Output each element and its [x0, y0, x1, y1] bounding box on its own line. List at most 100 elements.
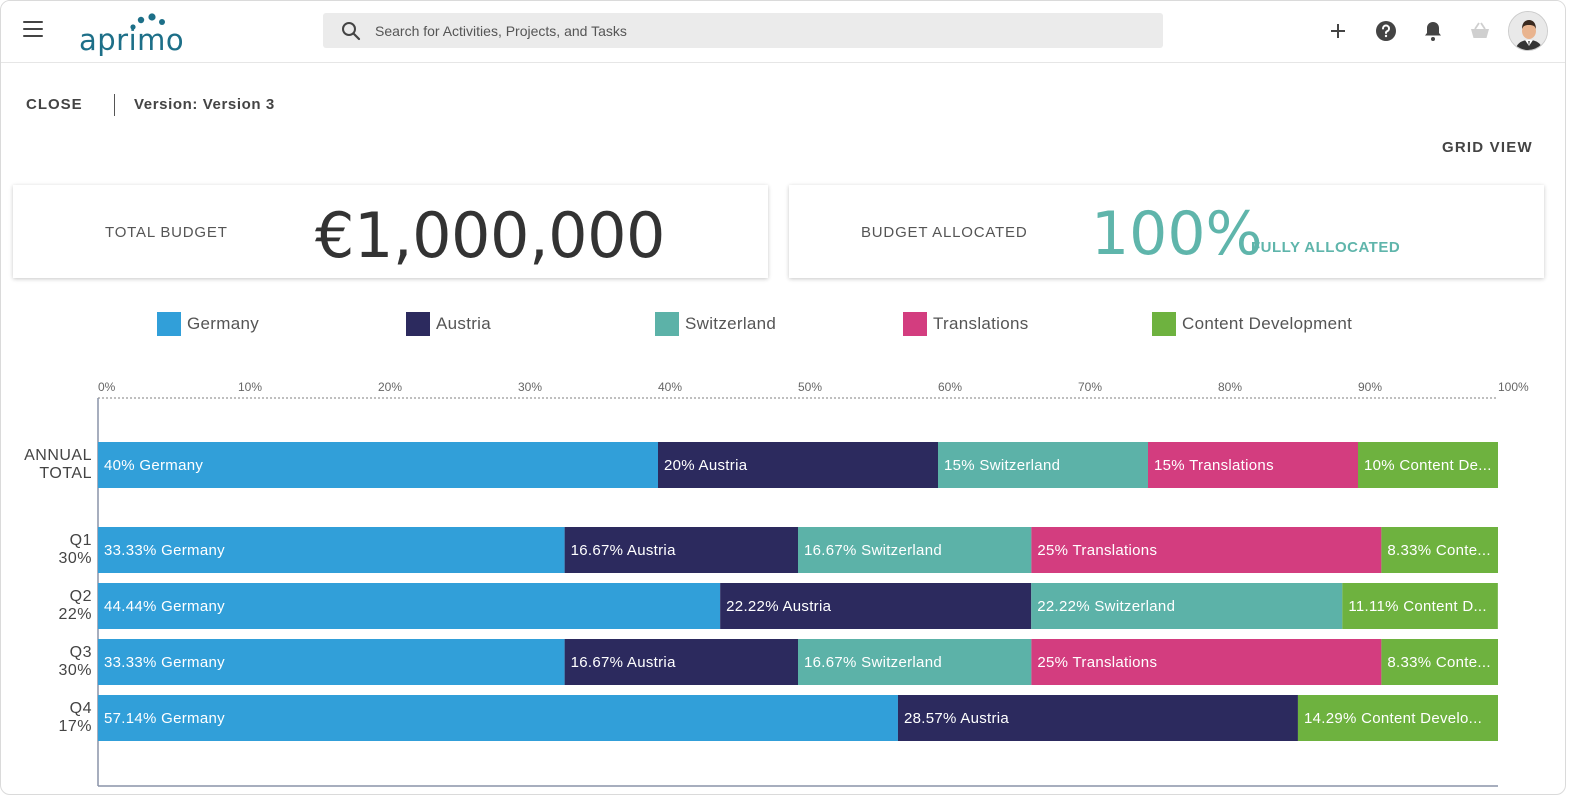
bar-label: 8.33% Conte... [1387, 654, 1490, 671]
help-icon[interactable] [1374, 19, 1398, 43]
search-icon [342, 22, 361, 41]
bar-segment [720, 583, 1032, 629]
row-label: Q2 [70, 588, 92, 605]
x-tick-label: 60% [938, 380, 962, 394]
total-budget-label: TOTAL BUDGET [105, 224, 228, 241]
bar-segment [938, 442, 1148, 488]
bar-segment [1148, 442, 1358, 488]
avatar-portrait-icon [1509, 12, 1547, 50]
x-tick-label: 0% [98, 380, 116, 394]
bar-segment [1031, 583, 1343, 629]
notification-bell-icon[interactable] [1421, 19, 1445, 43]
x-tick-label: 30% [518, 380, 542, 394]
bar-label: 28.57% Austria [904, 710, 1009, 727]
bar-segment [98, 639, 565, 685]
budget-allocation-chart: 0% 10% 20% 30% 40% 50% 60% 70% 80% 90% 100% ANNUALT… [24, 380, 1529, 787]
hamburger-menu-icon[interactable] [23, 21, 47, 41]
bar-label: 15% Translations [1154, 457, 1274, 474]
bar-segment [1381, 639, 1498, 685]
bar-segment [1342, 583, 1498, 629]
x-tick-label: 90% [1358, 380, 1382, 394]
bar-label: 25% Translations [1037, 654, 1157, 671]
user-avatar[interactable] [1508, 11, 1548, 51]
grid-view-button[interactable]: GRID VIEW [1442, 139, 1533, 156]
bar-segment [798, 639, 1032, 685]
bar-label: 57.14% Germany [104, 710, 225, 727]
bar-segment [1381, 527, 1498, 573]
legend-swatch [157, 312, 181, 336]
top-bar: aprimo [1, 1, 1565, 63]
x-tick-label: 10% [238, 380, 262, 394]
bar-segment [1031, 639, 1382, 685]
row-label: Q4 [70, 700, 92, 717]
legend-label: Translations [933, 314, 1029, 333]
legend-swatch [406, 312, 430, 336]
row-label: Q3 [70, 644, 92, 661]
version-label: Version: Version 3 [134, 96, 275, 113]
bar-label: 20% Austria [664, 457, 748, 474]
row-label: 22% [58, 606, 92, 623]
bar-segment [564, 639, 798, 685]
bar-segment [897, 695, 1298, 741]
bar-label: 44.44% Germany [104, 598, 225, 615]
bar-label: 33.33% Germany [104, 654, 225, 671]
bar-label: 14.29% Content Develo... [1304, 710, 1482, 727]
x-tick-label: 100% [1498, 380, 1529, 394]
logo-text: aprimo [79, 23, 185, 57]
legend-label: Germany [187, 314, 260, 333]
legend-label: Austria [436, 314, 492, 333]
app-window: aprimo [0, 0, 1566, 795]
bar-segment [658, 442, 938, 488]
total-budget-value: €1,000,000 [315, 199, 666, 272]
close-button[interactable]: CLOSE [26, 96, 83, 113]
bar-segment [798, 527, 1032, 573]
bar-label: 16.67% Austria [571, 654, 676, 671]
bar-segment [98, 442, 658, 488]
bar-label: 25% Translations [1037, 542, 1157, 559]
search-input[interactable] [375, 13, 1135, 48]
budget-allocated-card: BUDGET ALLOCATED 100% FULLY ALLOCATED [789, 185, 1544, 278]
legend-swatch [655, 312, 679, 336]
bar-label: 10% Content De... [1364, 457, 1492, 474]
bar-label: 16.67% Switzerland [804, 654, 942, 671]
legend-swatch [903, 312, 927, 336]
bar-label: 15% Switzerland [944, 457, 1060, 474]
legend-label: Content Development [1182, 314, 1353, 333]
x-tick-label: 20% [378, 380, 402, 394]
bar-label: 22.22% Austria [726, 598, 831, 615]
bar-segment [1358, 442, 1498, 488]
x-tick-label: 50% [798, 380, 822, 394]
bar-segment [98, 583, 721, 629]
row-label: ANNUAL [24, 447, 92, 464]
bar-label: 16.67% Switzerland [804, 542, 942, 559]
bar-label: 22.22% Switzerland [1037, 598, 1175, 615]
aprimo-logo[interactable]: aprimo [79, 11, 184, 57]
legend-label: Switzerland [685, 314, 777, 333]
bar-label: 8.33% Conte... [1387, 542, 1490, 559]
search-bar[interactable] [323, 13, 1163, 48]
bar-label: 11.11% Content D... [1348, 598, 1487, 615]
bar-label: 16.67% Austria [571, 542, 676, 559]
x-tick-label: 70% [1078, 380, 1102, 394]
allocation-status: FULLY ALLOCATED [1251, 239, 1401, 256]
bar-label: 33.33% Germany [104, 542, 225, 559]
basket-icon[interactable] [1468, 19, 1492, 43]
bar-segment [98, 695, 898, 741]
row-label: TOTAL [39, 465, 92, 482]
row-label: 30% [58, 662, 92, 679]
legend-swatch [1152, 312, 1176, 336]
row-label: 17% [58, 718, 92, 735]
bar-label: 40% Germany [104, 457, 203, 474]
x-tick-label: 40% [658, 380, 682, 394]
budget-allocated-value: 100% [1091, 199, 1263, 269]
bar-segment [1031, 527, 1382, 573]
plus-icon[interactable] [1326, 19, 1350, 43]
bar-segment [98, 527, 565, 573]
logo-dots-icon [130, 13, 165, 30]
row-label: 30% [58, 550, 92, 567]
budget-allocated-label: BUDGET ALLOCATED [861, 224, 1028, 241]
bar-segment [1297, 695, 1498, 741]
row-label: Q1 [70, 532, 92, 549]
total-budget-card: TOTAL BUDGET €1,000,000 [13, 185, 768, 278]
bar-segment [564, 527, 798, 573]
